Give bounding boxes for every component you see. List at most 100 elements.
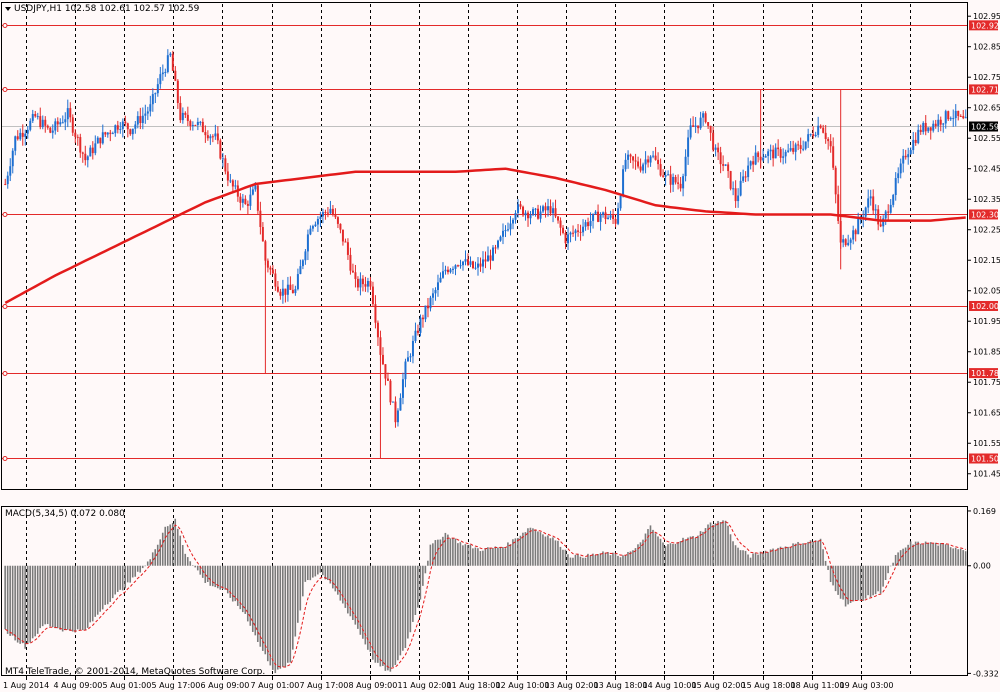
candle-body <box>219 140 222 159</box>
macd-bar <box>477 548 479 566</box>
macd-bar <box>859 565 862 600</box>
macd-bar <box>289 565 292 663</box>
dropdown-triangle-icon[interactable] <box>5 7 11 11</box>
macd-bar <box>204 565 207 583</box>
candle-body <box>877 209 880 225</box>
candle-body <box>804 141 807 149</box>
candle-body <box>6 175 9 185</box>
candle-body <box>784 151 787 157</box>
candle-body <box>156 84 159 94</box>
candle-body <box>279 291 282 296</box>
moving-average <box>4 167 966 304</box>
candle-body <box>381 354 384 365</box>
price-tick-label: 101.55 <box>973 439 1000 448</box>
macd-bar <box>239 565 242 610</box>
macd-bar <box>352 565 354 620</box>
candle-body <box>797 144 800 146</box>
macd-bar <box>614 553 617 566</box>
macd-bar <box>672 543 674 566</box>
macd-bar <box>889 565 892 567</box>
candle-body <box>36 116 39 118</box>
macd-bar <box>111 565 114 599</box>
candle-body <box>744 176 747 178</box>
macd-bar <box>494 546 497 566</box>
macd-bar <box>392 565 394 667</box>
macd-bar <box>141 565 144 569</box>
macd-bar <box>769 549 772 566</box>
candle-body <box>21 132 24 137</box>
macd-bar <box>251 565 254 632</box>
candle-body <box>479 263 482 267</box>
macd-bar <box>902 548 904 566</box>
macd-bar <box>379 565 382 667</box>
candle-body <box>16 136 19 140</box>
macd-bar <box>266 565 269 662</box>
macd-bar <box>619 557 622 566</box>
macd-indicator <box>4 518 967 674</box>
macd-bar <box>19 565 21 644</box>
candle-body <box>66 108 69 120</box>
candle-body <box>739 180 742 196</box>
macd-bar <box>409 565 412 633</box>
candle-body <box>817 125 820 135</box>
candle-body <box>762 157 765 161</box>
macd-bar <box>474 547 477 566</box>
macd-bar <box>304 565 307 582</box>
time-tick-label: 19 Aug 03:00 <box>840 681 894 690</box>
macd-bar <box>949 547 952 566</box>
macd-bar <box>569 557 572 566</box>
candle-body <box>259 210 262 228</box>
price-tick-label: 102.35 <box>973 195 1000 204</box>
macd-bar <box>642 539 644 566</box>
time-tick-label: 5 Aug 01:00 <box>103 681 152 690</box>
candle-body <box>231 180 234 187</box>
time-tick-label: 18 Aug 11:00 <box>791 681 845 690</box>
candle-body <box>867 198 870 208</box>
macd-bar <box>704 528 707 566</box>
macd-bar <box>747 554 749 566</box>
macd-bar <box>602 551 604 566</box>
macd-bar <box>49 565 51 627</box>
candle-body <box>659 164 662 176</box>
level-price-label: 102.00 <box>971 302 999 311</box>
macd-bar <box>89 565 91 623</box>
macd-bar <box>269 565 272 666</box>
candle-body <box>379 337 382 355</box>
level-anchor <box>2 87 8 92</box>
candle-body <box>922 122 925 132</box>
candle-body <box>404 361 407 380</box>
candle-body <box>271 269 274 274</box>
candle-body <box>742 176 745 181</box>
macd-bar <box>196 565 199 571</box>
macd-bar <box>777 547 779 566</box>
candle-body <box>737 195 740 202</box>
macd-bar <box>319 565 322 573</box>
candle-body <box>502 230 505 237</box>
macd-bar <box>309 565 312 581</box>
macd-bar <box>369 565 372 652</box>
macd-bar <box>189 561 192 566</box>
macd-bar <box>151 552 154 566</box>
macd-bar <box>274 565 277 674</box>
macd-bar <box>284 565 287 668</box>
candle-body <box>897 173 900 179</box>
macd-bar <box>367 565 369 650</box>
candle-body <box>677 182 680 184</box>
candle-body <box>346 242 349 255</box>
candle-body <box>847 242 850 246</box>
macd-bar <box>449 538 452 566</box>
macd-bar <box>404 565 407 649</box>
price-tick-label: 101.75 <box>973 378 1000 387</box>
macd-bar <box>737 547 739 566</box>
candle-body <box>519 204 522 207</box>
macd-bar <box>432 543 434 566</box>
candle-body <box>682 176 685 189</box>
candle-body <box>589 220 592 227</box>
candle-body <box>809 134 812 136</box>
macd-bar <box>669 543 672 566</box>
candle-body <box>497 240 500 248</box>
macd-bar <box>121 565 124 591</box>
candle-body <box>617 208 620 224</box>
candle-body <box>722 164 725 166</box>
